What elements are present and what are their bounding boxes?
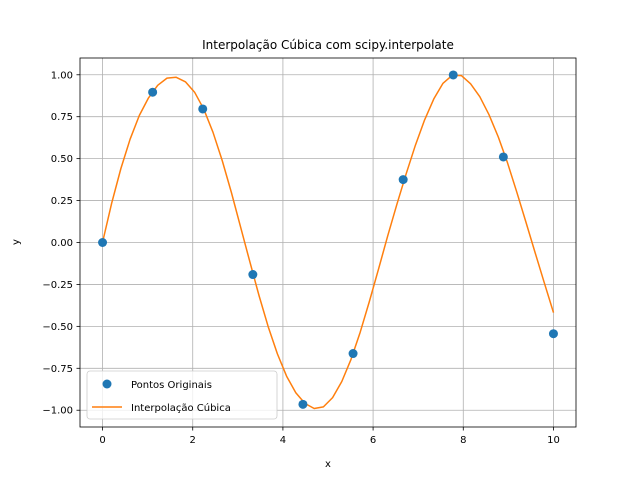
x-tick-label: 0 xyxy=(99,435,105,446)
data-point xyxy=(248,270,258,280)
data-point xyxy=(448,70,458,80)
y-tick-label: 0.75 xyxy=(51,112,73,123)
y-tick-label: 1.00 xyxy=(51,70,73,81)
data-point xyxy=(348,349,358,359)
data-point xyxy=(198,104,208,114)
y-tick-label: −1.00 xyxy=(42,406,73,417)
data-point xyxy=(398,175,408,185)
data-point xyxy=(548,329,558,339)
legend-marker-pontos-originais xyxy=(102,379,112,389)
x-tick-label: 10 xyxy=(547,435,560,446)
y-tick-label: −0.50 xyxy=(42,322,73,333)
x-tick-label: 4 xyxy=(280,435,286,446)
x-tick-label: 2 xyxy=(190,435,196,446)
ticks: 0 2 4 6 8 10 −1.00 −0.75 −0.50 −0.25 0.00 0.25 0.50 0… xyxy=(42,70,559,446)
legend-label-pontos-originais: Pontos Originais xyxy=(131,380,212,391)
x-tick-label: 6 xyxy=(370,435,376,446)
legend-box xyxy=(86,370,278,420)
legend: Pontos Originais Interpolação Cúbica xyxy=(86,370,278,420)
grid xyxy=(80,58,576,427)
x-tick-label: 8 xyxy=(460,435,466,446)
y-tick-label: −0.75 xyxy=(42,364,73,375)
data-point xyxy=(148,87,158,97)
series-lines xyxy=(101,74,555,410)
series-line-interpolacao-cubica xyxy=(101,74,555,410)
data-point xyxy=(98,238,108,247)
y-axis-label: y xyxy=(11,239,22,245)
y-tick-label: 0.00 xyxy=(51,238,73,249)
y-tick-label: −0.25 xyxy=(42,280,73,291)
x-axis-label: x xyxy=(325,459,331,470)
chart-title: Interpolação Cúbica com scipy.interpolat… xyxy=(202,38,454,52)
y-tick-label: 0.25 xyxy=(51,196,73,207)
legend-label-interpolacao-cubica: Interpolação Cúbica xyxy=(131,402,231,414)
y-tick-label: 0.50 xyxy=(51,154,73,165)
data-point xyxy=(298,399,308,409)
series-points xyxy=(98,70,558,409)
data-point xyxy=(498,152,508,162)
